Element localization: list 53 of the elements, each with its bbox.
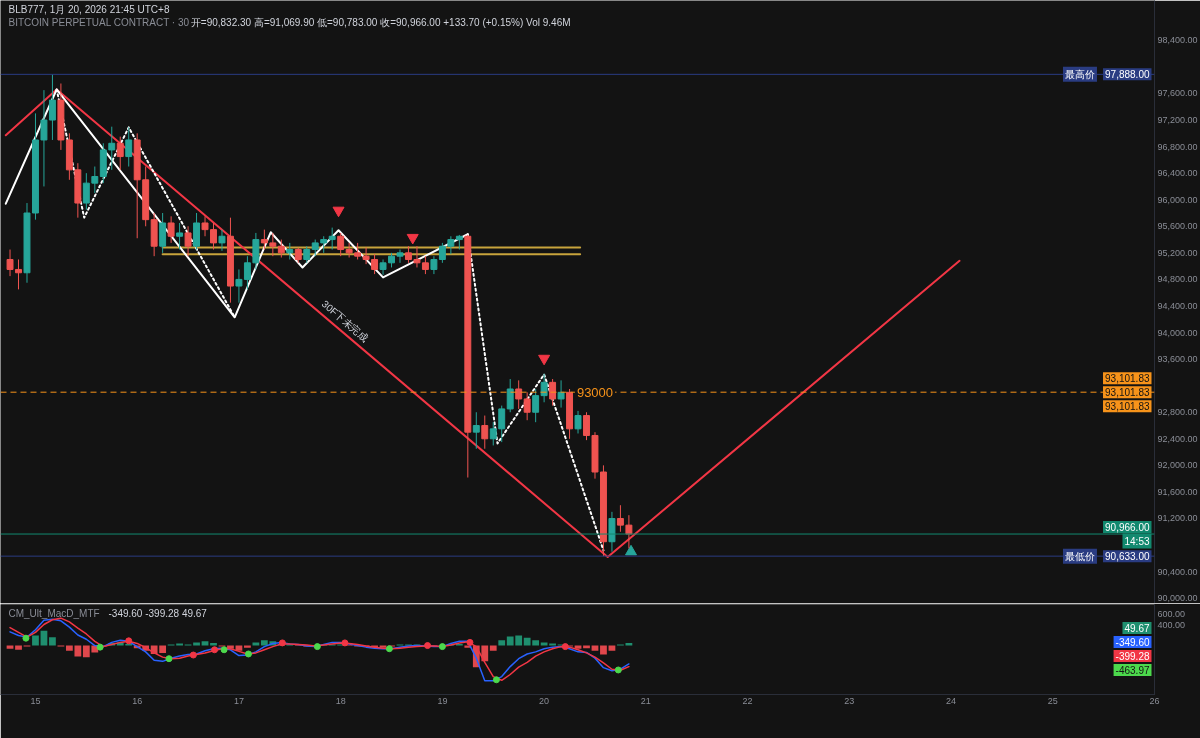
y-tick-label: 600.00 [1157, 608, 1186, 619]
x-tick-label: 23 [844, 695, 855, 706]
y-tick-label: 90,000.00 [1157, 593, 1198, 604]
ref-line-label: 最高价 [1064, 68, 1095, 80]
x-tick-label: 22 [742, 695, 753, 706]
annotation: -399.28 [1115, 650, 1150, 662]
y-tick-label: 97,600.00 [1157, 88, 1198, 99]
x-tick-label: 25 [1047, 695, 1058, 706]
x-tick-label: 15 [30, 695, 41, 706]
chart-subtitle: -349.60 -399.28 49.67 [108, 608, 208, 619]
annotation: 90,633.00 [1105, 551, 1150, 563]
x-tick-label: 19 [437, 695, 448, 706]
x-tick-label: 24 [946, 695, 957, 706]
text: 开=90,832.30 高=91,069.90 低=90,783.00 收=90,966.00 +133.70 (+0.15%) Vol 9.46M [190, 17, 571, 28]
annotation: BLB777, 1月 20, 2026 21:45 UTC+8 [8, 4, 170, 15]
y-tick-label: 94,000.00 [1157, 327, 1198, 338]
annotation: 93,101.83 [1105, 373, 1150, 385]
y-tick-label: 96,800.00 [1157, 141, 1198, 152]
x-tick-label: 21 [640, 695, 651, 706]
annotation: 93000 [576, 384, 614, 400]
y-tick-label: 400.00 [1157, 619, 1186, 630]
y-tick-label: 96,400.00 [1157, 168, 1198, 179]
y-tick-label: 95,600.00 [1157, 221, 1198, 232]
annotation: 93,101.83 [1105, 401, 1150, 413]
annotation: -349.60 [1115, 636, 1150, 648]
y-tick-label: 91,200.00 [1157, 513, 1198, 524]
annotation: 14:53 [1124, 535, 1150, 547]
annotation: 93,101.83 [1105, 387, 1150, 399]
y-tick-label: 92,800.00 [1157, 407, 1198, 418]
y-tick-label: 92,400.00 [1157, 433, 1198, 444]
y-tick-label: 90,400.00 [1157, 566, 1198, 577]
y-tick-label: 96,000.00 [1157, 194, 1198, 205]
x-tick-label: 26 [1149, 695, 1160, 706]
annotation: -463.97 [1115, 664, 1150, 676]
x-tick-label: 17 [233, 695, 244, 706]
annotation: 90,966.00 [1105, 522, 1150, 534]
annotation: 97,888.00 [1105, 69, 1150, 81]
ref-line-label: 最低价 [1064, 550, 1095, 562]
text: BITCOIN PERPETUAL CONTRACT · 30 [8, 17, 190, 28]
y-tick-label: 95,200.00 [1157, 247, 1198, 258]
y-tick-label: 98,400.00 [1157, 35, 1198, 46]
y-tick-label: 91,600.00 [1157, 486, 1198, 497]
annotation: 30F下未完成 [319, 298, 371, 344]
y-tick-label: 94,800.00 [1157, 274, 1198, 285]
y-tick-label: 94,400.00 [1157, 300, 1198, 311]
x-tick-label: 16 [132, 695, 143, 706]
chart-title: CM_Ult_MacD_MTF [8, 608, 100, 619]
y-tick-label: 93,600.00 [1157, 354, 1198, 365]
y-tick-label: 97,200.00 [1157, 115, 1198, 126]
x-tick-label: 20 [539, 695, 550, 706]
x-tick-label: 18 [335, 695, 346, 706]
y-tick-label: 92,000.00 [1157, 460, 1198, 471]
annotation: 49.67 [1124, 622, 1150, 634]
